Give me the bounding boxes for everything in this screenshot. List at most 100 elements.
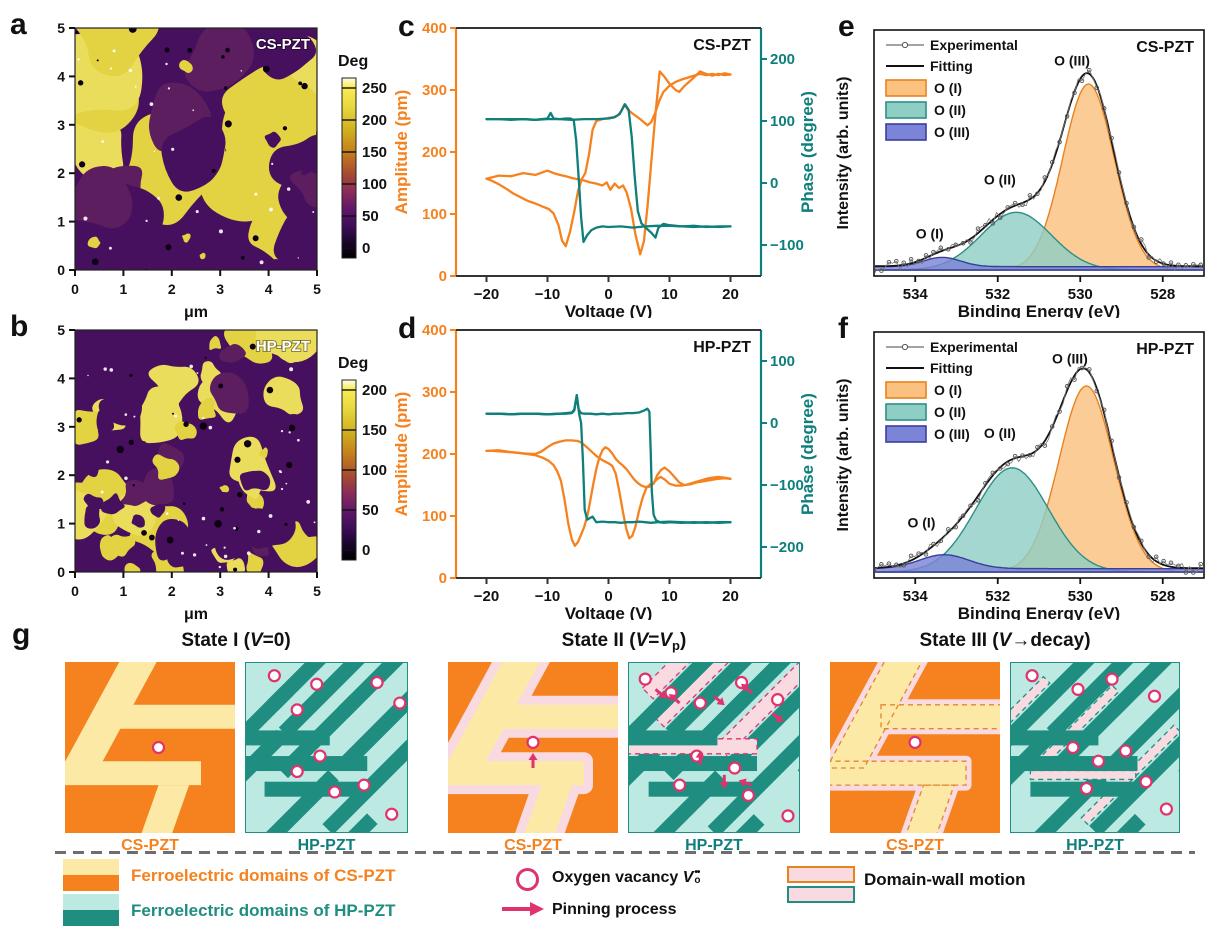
experimental-line [875, 367, 1202, 574]
x-tick-label: −10 [535, 286, 560, 303]
legend-oxygen-vacancy: Oxygen vacancy V •• o [552, 867, 701, 887]
pinning-arrow-icon [741, 683, 753, 694]
pinning-arrow-icon [771, 712, 784, 723]
legend-pinning: Pinning process [552, 901, 677, 918]
x-tick-label: 4 [265, 281, 273, 297]
right-tick-label: −200 [770, 539, 804, 556]
colorbar-tick-label: 200 [362, 382, 387, 399]
x-tick-label: 3 [216, 583, 224, 599]
right-tick-label: 100 [770, 353, 795, 370]
left-tick-label: 200 [422, 446, 447, 463]
pinning-arrow-icon [719, 774, 729, 789]
panel-label-a: a [10, 8, 27, 41]
colorbar-tick-label: 150 [362, 144, 387, 161]
colorbar-title: Deg [338, 53, 368, 70]
cs-schematic-label: CS-PZT [504, 837, 562, 854]
oxygen-vacancy-icon [370, 675, 384, 690]
legend-swatch-O (I) [885, 79, 927, 97]
oxygen-vacancy-icon [1139, 775, 1153, 789]
colorbar-tick-label: 0 [362, 542, 370, 559]
colorbar-title: Deg [338, 355, 368, 372]
oxygen-vacancy-icon [741, 788, 756, 802]
y-tick-label: 5 [57, 20, 65, 36]
left-tick-label: 300 [422, 384, 447, 401]
legend-component: O (II) [934, 102, 966, 118]
x-axis-label: μm [184, 606, 208, 623]
vacancy-symbol: V •• o [683, 867, 701, 887]
y-tick-label: 0 [57, 564, 65, 580]
state-title: State II (V=Vp) [562, 630, 687, 653]
schematic-svg: State I (V=0) CS-PZT HP-PZT State II (V=Vp)… [65, 630, 1180, 854]
pinning-arrow-icon [668, 694, 681, 705]
series-phase-reverse [485, 117, 732, 244]
y-tick-label: 0 [57, 262, 65, 278]
x-tick-label: 0 [604, 588, 612, 605]
oxygen-vacancy-icon [1091, 754, 1106, 768]
legend-swatch-O (II) [885, 403, 927, 421]
pinning-arrow-icon [738, 778, 753, 787]
hp-domain-schematic-state3 [1010, 662, 1180, 833]
y-axis-label: Intensity (arb. units) [835, 77, 852, 230]
legend-component: O (II) [934, 404, 966, 420]
x-tick-label: 2 [168, 583, 176, 599]
oxygen-vacancy-icon [781, 809, 795, 823]
right-axis-label: Phase (degree) [798, 91, 817, 213]
x-tick-label: 5 [313, 281, 321, 297]
legend-swatch-O (III) [885, 425, 927, 443]
colorbar [341, 77, 357, 259]
oxygen-vacancy-icon [310, 677, 324, 691]
x-axis-label: Voltage (V) [565, 302, 653, 318]
colorbar-tick-label: 250 [362, 80, 387, 97]
hp-domain-swatch [63, 894, 119, 926]
oxygen-vacancy-icon [1025, 669, 1039, 683]
experimental-line [875, 69, 1201, 272]
y-tick-label: 3 [57, 419, 65, 435]
right-tick-label: 200 [770, 51, 795, 68]
cs-domain-schematic-state2 [448, 662, 618, 833]
oxygen-vacancy-icon [357, 778, 371, 792]
pfm-image [75, 330, 317, 572]
left-tick-label: 400 [422, 20, 447, 37]
legend-domains-hp: Ferroelectric domains of HP-PZT [131, 901, 396, 920]
series-amplitude-forward [485, 439, 732, 540]
left-tick-label: 400 [422, 322, 447, 339]
right-tick-label: 100 [770, 113, 795, 130]
panel-label-d: d [398, 312, 417, 345]
y-axis-label: Intensity (arb. units) [835, 379, 852, 532]
panel-label-e: e [838, 10, 855, 43]
peak-annotation: O (I) [907, 514, 935, 530]
peak-annotation: O (II) [984, 425, 1016, 441]
oxygen-vacancy-icon [1066, 740, 1080, 755]
x-tick-label: 1 [120, 281, 128, 297]
cs-domain-swatch [63, 859, 119, 891]
oxygen-vacancy-icon [672, 778, 687, 792]
oxygen-vacancy-icon [516, 868, 539, 891]
y-tick-label: 4 [57, 68, 65, 84]
legend-component: O (I) [934, 80, 962, 96]
x-tick-label: −20 [474, 286, 499, 303]
x-tick-label: 528 [1150, 588, 1175, 605]
series-amplitude-reverse [485, 72, 732, 248]
peak-fill-2 [875, 256, 1203, 271]
y-tick-label: 4 [57, 370, 65, 386]
domain-wall-swatch-hp [787, 886, 855, 903]
state-title: State III (V→decay) [919, 630, 1090, 651]
pinning-arrow-icon [695, 750, 705, 765]
right-tick-label: −100 [770, 237, 804, 254]
legend-swatch-O (I) [885, 381, 927, 399]
left-tick-label: 100 [422, 508, 447, 525]
vacancy-symbol-sub: o [694, 875, 701, 886]
left-axis-label: Amplitude (pm) [392, 392, 411, 517]
hp-schematic-label: HP-PZT [685, 837, 743, 854]
x-tick-label: 20 [722, 588, 739, 605]
x-tick-label: 10 [661, 588, 678, 605]
loop-chart-cs: 0 100 200 300 400 200 100 0 −100 −20 −10 0 10 20 Volta… [392, 14, 822, 323]
oxygen-vacancy-icon [908, 735, 922, 749]
colorbar-tick-label: 50 [362, 502, 379, 519]
vacancy-symbol-sup: •• [694, 867, 700, 878]
legend-experimental: Experimental [930, 339, 1018, 355]
x-tick-label: 4 [265, 583, 273, 599]
